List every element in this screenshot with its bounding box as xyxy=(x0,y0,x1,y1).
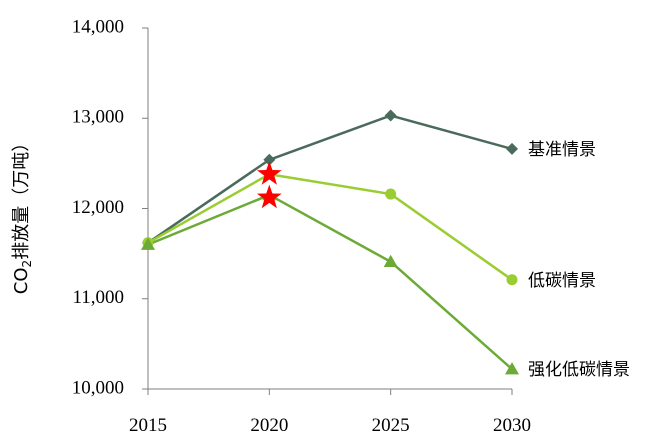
data-point-diamond xyxy=(263,153,276,166)
data-point-circle xyxy=(506,274,518,286)
peak-star-marker xyxy=(256,161,282,185)
tick-labels: 10,000 11,000 12,000 13,000 14,000 2015 2020 20… xyxy=(72,16,531,436)
series-markers xyxy=(141,109,519,375)
peak-star-marker xyxy=(256,184,282,209)
data-point-diamond xyxy=(384,109,397,122)
series-line xyxy=(147,193,513,371)
x-tick-label: 2015 xyxy=(129,415,167,436)
series-line xyxy=(147,114,513,244)
data-point-triangle xyxy=(383,254,398,267)
peak-markers xyxy=(256,161,282,209)
y-tick-label: 13,000 xyxy=(72,107,124,128)
data-point-triangle xyxy=(505,362,519,375)
data-point-diamond xyxy=(506,142,518,155)
y-tick-label: 12,000 xyxy=(72,197,124,218)
x-tick-label: 2025 xyxy=(372,415,410,436)
y-axis-label: CO2排放量（万吨） xyxy=(11,134,34,294)
axes xyxy=(142,27,513,395)
series-label: 基准情景 xyxy=(528,140,596,160)
x-tick-label: 2030 xyxy=(493,415,531,436)
series-lines xyxy=(147,114,513,371)
series-label: 强化低碳情景 xyxy=(528,360,630,380)
series-label: 低碳情景 xyxy=(528,271,596,291)
y-tick-label: 11,000 xyxy=(72,287,124,308)
y-tick-label: 14,000 xyxy=(72,16,124,37)
data-point-triangle xyxy=(141,237,155,250)
data-point-circle xyxy=(385,188,397,200)
series-line xyxy=(147,172,513,281)
y-tick-label: 10,000 xyxy=(72,377,124,398)
x-tick-label: 2020 xyxy=(250,415,288,436)
